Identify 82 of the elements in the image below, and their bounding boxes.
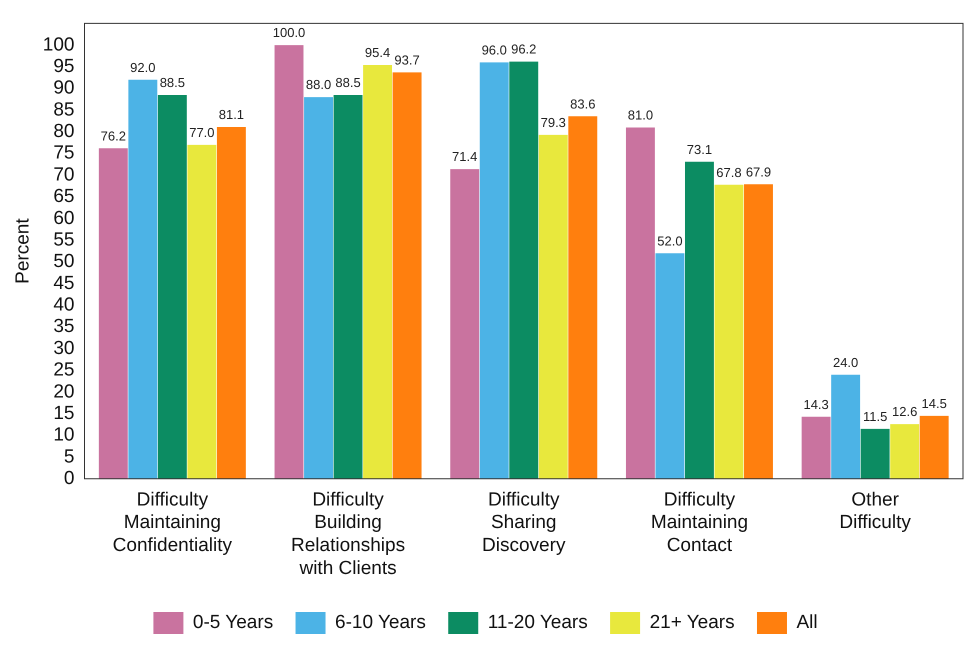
data-label: 77.0 [189,124,215,140]
x-tick-label: Difficulty Maintaining Confidentiality [112,489,233,556]
data-label: 92.0 [130,60,156,75]
data-label: 96.0 [482,42,507,58]
data-label: 81.0 [628,108,654,123]
bar [334,94,363,479]
y-tick-label: 100 [42,34,74,56]
y-tick-label: 95 [53,56,74,78]
legend-label: 21+ Years [650,612,735,634]
data-label: 93.7 [394,52,420,68]
data-label: 95.4 [364,45,390,60]
y-tick-label: 40 [53,294,74,316]
y-tick-label: 25 [53,360,74,381]
bar [128,80,158,479]
bar [714,184,744,479]
y-tick-label: 20 [53,381,74,402]
data-label: 14.3 [803,396,829,412]
data-label: 88.5 [335,75,361,90]
data-label: 12.6 [892,404,918,420]
x-tick-label: Difficulty Building Relationships with Clients [291,489,406,579]
bar [802,416,831,479]
bar [216,127,246,479]
data-label: 73.1 [686,142,712,157]
legend-label: All [796,612,818,634]
bar [744,184,773,479]
legend-label: 11-20 Years [488,612,588,634]
y-tick-label: 15 [53,402,74,424]
y-tick-label: 0 [64,468,74,490]
bar [568,116,598,479]
y-tick-label: 55 [53,229,74,250]
data-label: 24.0 [832,354,858,370]
y-tick-label: 80 [53,121,74,142]
bar [509,62,538,479]
y-tick-label: 60 [53,208,74,229]
bar [655,253,684,479]
data-label: 76.2 [100,128,126,144]
data-label: 14.5 [922,396,947,411]
bar [363,65,392,479]
bar [274,45,304,479]
legend-label: 6-10 Years [335,612,426,634]
y-tick-label: 90 [53,78,74,99]
y-tick-label: 30 [53,338,74,359]
bar [450,169,480,479]
bar [920,416,949,479]
x-tick-label: Other Difficulty [839,489,912,534]
bar [626,127,655,479]
data-label: 88.5 [160,75,186,90]
data-label: 88.0 [306,77,332,92]
data-label: 71.4 [452,149,478,164]
data-label: 81.1 [218,107,244,122]
legend-label: 0-5 Years [192,612,274,634]
y-tick-label: 85 [53,99,74,120]
bar [187,144,216,479]
data-label: 83.6 [570,96,596,112]
y-tick-label: 10 [53,424,74,446]
bar [684,162,714,479]
bar [860,428,890,479]
data-label: 11.5 [862,409,888,424]
bar [538,134,568,479]
y-tick-label: 45 [53,272,74,294]
data-label: 67.8 [716,164,742,180]
x-tick-label: Difficulty Sharing Discovery [482,489,566,556]
y-tick-label: 70 [53,164,74,186]
y-tick-label: 65 [53,186,74,208]
bar [304,97,333,479]
bar [480,62,509,479]
bar [158,94,187,479]
y-axis-title: Percent [12,218,34,284]
y-tick-label: 5 [64,446,74,468]
y-tick-label: 50 [53,251,74,272]
data-label: 100.0 [272,25,306,40]
data-label: 79.3 [540,114,566,130]
x-tick-label: Difficulty Maintaining Contact [650,489,748,556]
bar [890,424,920,479]
bar [831,374,860,479]
y-tick-label: 35 [53,316,74,338]
data-label: 96.2 [511,42,536,57]
data-label: 67.9 [746,164,772,180]
data-label: 52.0 [657,233,683,248]
y-tick-label: 75 [53,142,74,164]
bar [392,72,422,479]
bar [98,148,128,479]
